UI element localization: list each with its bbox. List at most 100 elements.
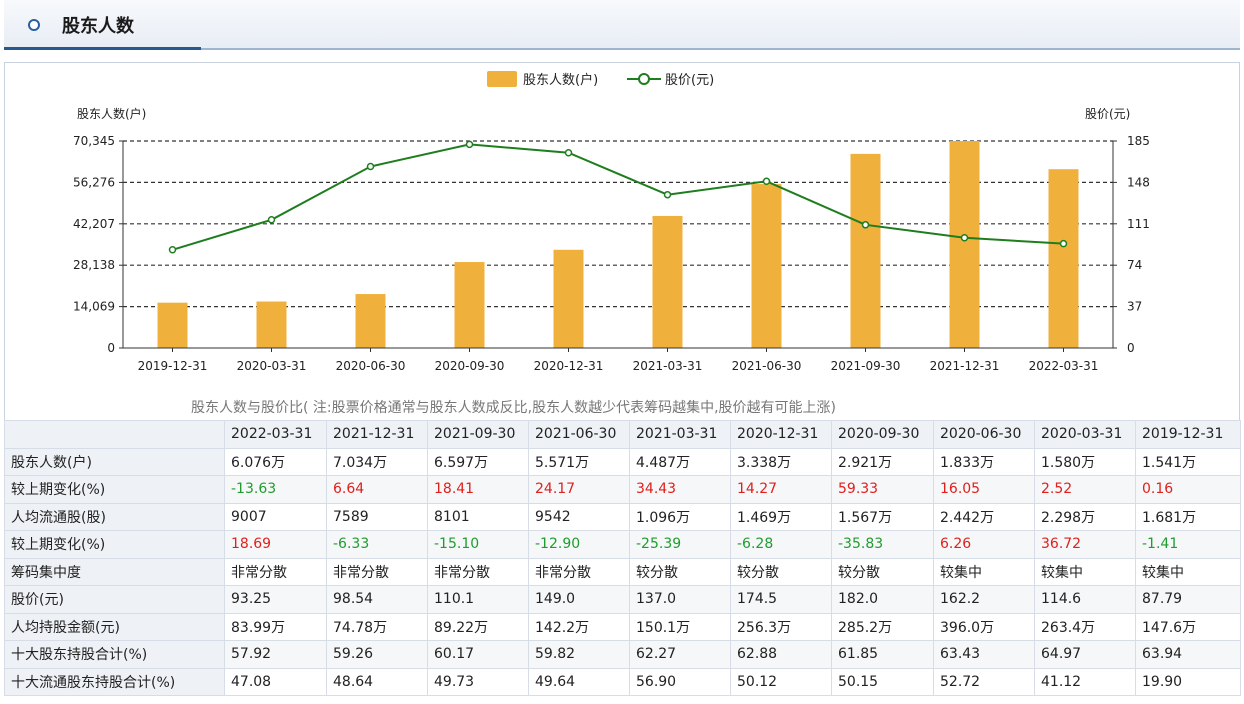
y-tick-right: 0 [1127,341,1135,355]
column-header: 2020-03-31 [1034,420,1136,449]
table-cell: 83.99万 [224,612,327,641]
table-cell: -13.63 [224,475,327,504]
table-cell: 非常分散 [427,557,529,586]
table-cell: 149.0 [528,585,630,614]
gridlines [123,140,1113,308]
row-label: 筹码集中度 [4,557,225,586]
table-cell: 63.94 [1135,640,1241,669]
table-cell: 1.681万 [1135,502,1241,531]
row-label: 较上期变化(%) [4,475,225,504]
table-row: 筹码集中度 非常分散 非常分散 非常分散 非常分散 较分散 较分散 较分散 较集中 较集中 较集中 [4,557,1241,586]
table-cell: 0.16 [1135,475,1241,504]
table-cell: 9542 [528,502,630,531]
price-line [172,143,1064,251]
table-cell: 7.034万 [326,447,428,476]
table-cell: 50.12 [730,667,832,696]
row-label: 股价(元) [4,585,225,614]
table-cell: 57.92 [224,640,327,669]
y-tick-right: 111 [1127,217,1150,231]
table-cell: 2.921万 [831,447,934,476]
table-row: 十大股东持股合计(%) 57.92 59.26 60.17 59.82 62.27 62.8… [4,640,1241,669]
table-cell: 59.26 [326,640,428,669]
table-row: 人均流通股(股) 9007 7589 8101 9542 1.096万 1.469万 1.56… [4,502,1241,531]
table-cell: 较分散 [629,557,731,586]
price-point [366,162,375,171]
table-cell: 174.5 [730,585,832,614]
table-cell: 63.43 [933,640,1035,669]
table-cell: 18.41 [427,475,529,504]
table-cell: 非常分散 [528,557,630,586]
legend-swatch-bar [487,71,517,87]
table-cell: 较分散 [730,557,832,586]
y-tick-right: 148 [1127,175,1150,189]
table-cell: 9007 [224,502,327,531]
table-cell: 41.12 [1034,667,1136,696]
table-cell: 98.54 [326,585,428,614]
price-point [960,233,969,242]
table-cell: 较分散 [831,557,934,586]
table-cell: 较集中 [1034,557,1136,586]
x-tick-label: 2020-12-31 [534,359,604,373]
price-point [168,246,177,254]
table-row: 股价(元) 93.25 98.54 110.1 149.0 137.0 174.5 182.0… [4,585,1241,614]
y-axis-right-label: 股价(元) [1085,107,1130,121]
table-cell: 56.90 [629,667,731,696]
table-cell: 285.2万 [831,612,934,641]
price-point [861,221,870,229]
table-cell: 14.27 [730,475,832,504]
bar [454,262,485,348]
section-title: 股东人数 [62,16,134,37]
table-cell: -6.28 [730,530,832,559]
table-cell: 50.15 [831,667,934,696]
column-header: 2021-06-30 [528,420,630,449]
table-cell: 2.442万 [933,502,1035,531]
table-cell: -12.90 [528,530,630,559]
table-cell: 3.338万 [730,447,832,476]
bar [157,302,188,348]
table-cell: 256.3万 [730,612,832,641]
combo-chart: 股东人数(户) 股价(元) 股东人数(户) 股价(元) 0 0 14,069 37 28… [73,71,1150,416]
x-tick-label: 2019-12-31 [138,359,208,373]
y-tick-left: 0 [107,341,115,355]
x-tick-label: 2021-09-30 [831,359,901,373]
table-cell: 64.97 [1034,640,1136,669]
column-header: 2022-03-31 [224,420,327,449]
table-cell: 62.27 [629,640,731,669]
y-tick-left: 70,345 [73,134,115,148]
bar [751,184,782,348]
table-row: 十大流通股东持股合计(%) 47.08 48.64 49.73 49.64 56.90 50… [4,667,1241,696]
table-corner [4,420,225,449]
x-tick-label: 2020-03-31 [237,359,307,373]
table-cell: 59.33 [831,475,934,504]
table-cell: 1.580万 [1034,447,1136,476]
table-cell: 16.05 [933,475,1035,504]
table-cell: 6.26 [933,530,1035,559]
price-point [267,216,276,224]
x-tick-label: 2021-12-31 [930,359,1000,373]
line-series [168,140,1068,254]
axes [119,140,1117,352]
bar [256,301,287,348]
price-point [663,190,672,199]
price-point [564,148,573,157]
chart-caption: 股东人数与股价比( 注:股票价格通常与股东人数成反比,股东人数越少代表筹码越集中… [191,399,836,416]
table-cell: 6.076万 [224,447,327,476]
table-row: 人均持股金额(元) 83.99万 74.78万 89.22万 142.2万 150.1万 2… [4,612,1241,641]
table-cell: 较集中 [1135,557,1241,586]
table-cell: 142.2万 [528,612,630,641]
table-cell: 4.487万 [629,447,731,476]
table-cell: 6.64 [326,475,428,504]
table-cell: 19.90 [1135,667,1241,696]
bar [652,215,683,348]
chart-panel: 股东人数(户) 股价(元) 股东人数(户) 股价(元) 0 0 14,069 37 28… [4,62,1240,420]
x-tick-label: 2021-06-30 [732,359,802,373]
table-cell: 48.64 [326,667,428,696]
table-cell: -25.39 [629,530,731,559]
x-tick-label: 2020-06-30 [336,359,406,373]
table-header-row: 2022-03-31 2021-12-31 2021-09-30 2021-06-30… [4,420,1241,449]
table-row: 较上期变化(%) -13.63 6.64 18.41 24.17 34.43 14.27 59… [4,475,1241,504]
table-row: 股东人数(户) 6.076万 7.034万 6.597万 5.571万 4.487万 3.3… [4,447,1241,476]
y-tick-right: 185 [1127,134,1150,148]
bar [1048,169,1079,348]
table-cell: 114.6 [1034,585,1136,614]
